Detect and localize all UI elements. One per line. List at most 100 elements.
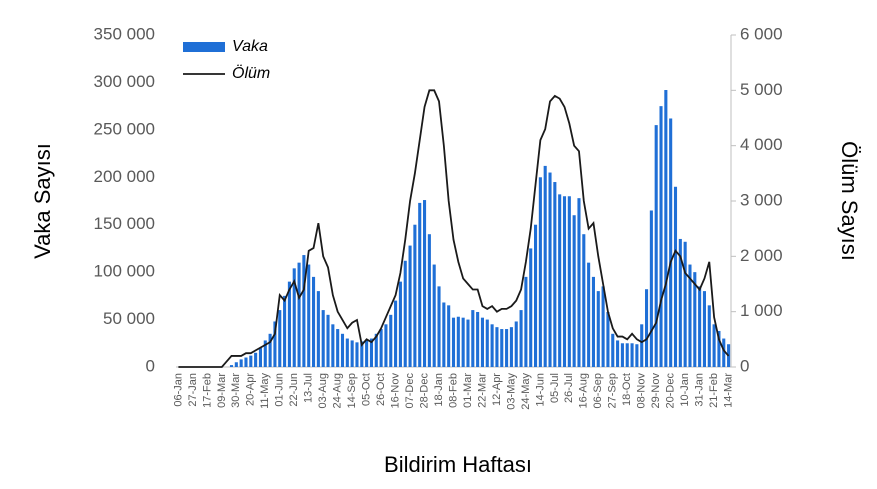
bar <box>394 300 398 367</box>
y2-tick-label: 3 000 <box>740 190 783 209</box>
bar <box>398 281 402 367</box>
y-axis-title: Vaka Sayısı <box>30 143 55 259</box>
bar <box>611 333 615 367</box>
y2-tick-label: 1 000 <box>740 301 783 320</box>
bar <box>413 224 417 367</box>
legend-swatch <box>183 42 225 52</box>
bar <box>707 305 711 367</box>
bar <box>461 317 465 367</box>
bar <box>712 324 716 367</box>
x-tick-label: 27-Jan <box>187 373 199 407</box>
y-tick-label: 50 000 <box>103 309 155 328</box>
bar <box>582 234 586 367</box>
bar <box>500 329 504 367</box>
y2-axis-title: Ölüm Sayısı <box>837 141 862 261</box>
bar <box>422 200 427 367</box>
x-tick-label: 22-Jun <box>288 373 300 407</box>
bar <box>408 245 412 367</box>
bar <box>722 338 726 367</box>
bar <box>567 196 571 367</box>
bar <box>572 215 576 367</box>
bar <box>688 264 692 367</box>
y-tick-label: 250 000 <box>94 119 155 138</box>
x-tick-label: 24-May <box>520 373 532 410</box>
bar <box>659 106 663 368</box>
bar <box>693 272 697 367</box>
bar <box>514 321 518 367</box>
bar <box>635 344 639 367</box>
x-tick-label: 24-Aug <box>332 373 344 408</box>
bar <box>451 317 456 367</box>
bar <box>625 343 629 367</box>
bar <box>548 172 552 367</box>
bar <box>345 338 349 367</box>
x-tick-label: 16-Aug <box>578 373 590 408</box>
bar <box>558 194 562 367</box>
x-tick-label: 01-Mar <box>462 373 474 408</box>
bar <box>234 362 238 367</box>
bar <box>379 329 383 367</box>
bar <box>263 340 267 367</box>
bar <box>437 286 441 367</box>
bar <box>577 198 581 367</box>
bar <box>268 333 272 367</box>
bar <box>229 365 234 367</box>
bar <box>283 295 287 367</box>
bar <box>683 241 687 367</box>
bar <box>601 286 605 367</box>
bar <box>307 264 311 367</box>
x-tick-label: 11-May <box>259 373 271 409</box>
bar <box>340 333 345 367</box>
y-tick-label: 350 000 <box>94 24 155 43</box>
y2-tick-label: 0 <box>740 356 749 375</box>
bar <box>292 268 296 367</box>
x-tick-label: 17-Feb <box>201 373 213 408</box>
bar <box>321 310 325 367</box>
bar <box>543 165 547 367</box>
bar <box>244 357 248 367</box>
bar <box>273 321 277 367</box>
x-tick-label: 08-Feb <box>447 373 459 408</box>
bar <box>365 340 369 367</box>
bar <box>644 289 649 367</box>
bar <box>698 286 702 367</box>
bar <box>403 260 407 367</box>
x-tick-label: 13-Jul <box>303 373 315 403</box>
bar <box>495 327 499 367</box>
bar <box>591 276 596 367</box>
bar <box>254 352 258 367</box>
y-tick-label: 0 <box>146 356 155 375</box>
x-tick-label: 29-Nov <box>650 373 662 409</box>
bar <box>606 311 610 367</box>
legend-label: Ölüm <box>232 64 270 82</box>
x-tick-label: 22-Mar <box>476 373 488 408</box>
bar <box>447 305 451 367</box>
x-tick-label: 14-Mar <box>722 373 734 408</box>
bar <box>297 262 301 367</box>
bar <box>466 319 470 367</box>
bar <box>302 255 306 367</box>
x-tick-label: 03-May <box>505 373 517 410</box>
x-tick-label: 20-Dec <box>665 373 677 409</box>
bar <box>326 314 330 367</box>
bar <box>553 182 557 367</box>
y-tick-label: 100 000 <box>94 262 155 281</box>
bar <box>524 276 528 367</box>
x-tick-label: 18-Jan <box>433 373 445 407</box>
bar <box>258 348 263 367</box>
bar <box>620 343 624 367</box>
y-tick-label: 300 000 <box>94 72 155 91</box>
x-tick-label: 26-Oct <box>375 373 387 406</box>
x-tick-label: 07-Dec <box>404 373 416 409</box>
bar <box>456 316 460 367</box>
bar <box>587 262 591 367</box>
bar <box>331 324 335 367</box>
bar <box>669 118 673 367</box>
x-tick-label: 14-Jun <box>534 373 546 407</box>
x-tick-label: 16-Nov <box>389 373 401 409</box>
bar <box>336 329 340 367</box>
bar <box>427 234 431 367</box>
x-tick-label: 21-Feb <box>708 373 720 408</box>
bar <box>490 324 494 367</box>
